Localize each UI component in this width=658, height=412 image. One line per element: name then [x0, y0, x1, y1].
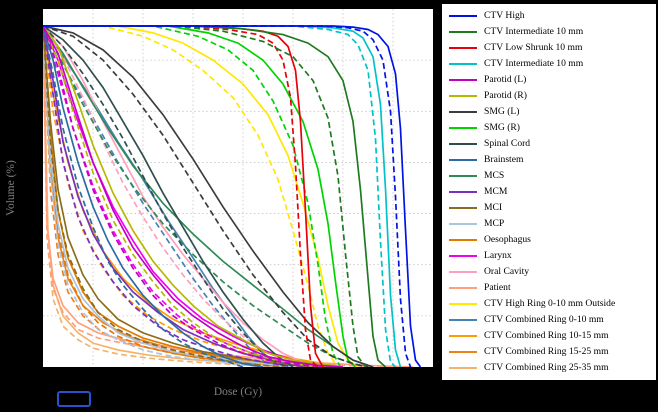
- legend-item: Oral Cavity: [447, 264, 651, 280]
- legend-label: MCI: [484, 202, 503, 214]
- legend-item: Patient: [447, 280, 651, 296]
- legend-item: CTV Low Shrunk 10 mm: [447, 40, 651, 56]
- legend-label: CTV Combined Ring 15-25 mm: [484, 346, 609, 358]
- legend-line-swatch: [449, 350, 477, 354]
- legend-item: SMG (R): [447, 120, 651, 136]
- legend-line-swatch: [449, 110, 477, 114]
- legend-label: Patient: [484, 282, 511, 294]
- legend-label: MCM: [484, 186, 508, 198]
- legend-item: CTV Combined Ring 15-25 mm: [447, 344, 651, 360]
- legend-line-swatch: [449, 94, 477, 98]
- legend-label: Brainstem: [484, 154, 524, 166]
- plot-area[interactable]: [42, 8, 434, 368]
- legend-label: CTV Low Shrunk 10 mm: [484, 42, 583, 54]
- legend-label: Parotid (L): [484, 74, 527, 86]
- legend-item: SMG (L): [447, 104, 651, 120]
- legend-item: CTV Intermediate 10 mm: [447, 56, 651, 72]
- legend-label: Oesophagus: [484, 234, 531, 246]
- legend-label: Spinal Cord: [484, 138, 531, 150]
- legend-label: MCP: [484, 218, 505, 230]
- legend-line-swatch: [449, 206, 477, 210]
- legend-item: CTV Combined Ring 10-15 mm: [447, 328, 651, 344]
- legend-line-swatch: [449, 46, 477, 50]
- legend-item: Oesophagus: [447, 232, 651, 248]
- legend-line-swatch: [449, 142, 477, 146]
- legend-line-swatch: [449, 190, 477, 194]
- legend-item: Larynx: [447, 248, 651, 264]
- legend-label: CTV Intermediate 10 mm: [484, 58, 584, 70]
- legend-line-swatch: [449, 158, 477, 162]
- legend-label: CTV Combined Ring 0-10 mm: [484, 314, 604, 326]
- y-axis-label: Volume (%): [5, 160, 17, 216]
- legend-item: Parotid (L): [447, 72, 651, 88]
- legend-line-swatch: [449, 334, 477, 338]
- legend-item: Brainstem: [447, 152, 651, 168]
- legend-label: CTV Combined Ring 10-15 mm: [484, 330, 609, 342]
- legend-label: Parotid (R): [484, 90, 527, 102]
- legend-line-swatch: [449, 14, 477, 18]
- legend-line-swatch: [449, 254, 477, 258]
- legend-item: CTV High: [447, 8, 651, 24]
- legend-item: MCI: [447, 200, 651, 216]
- legend-item: MCS: [447, 168, 651, 184]
- legend-line-swatch: [449, 30, 477, 34]
- legend-line-swatch: [449, 270, 477, 274]
- legend-label: Oral Cavity: [484, 266, 530, 278]
- legend-label: CTV High Ring 0-10 mm Outside: [484, 298, 616, 310]
- legend-line-swatch: [449, 62, 477, 66]
- legend: CTV High CTV Intermediate 10 mm CTV Low Sh…: [441, 3, 657, 381]
- legend-line-swatch: [449, 78, 477, 82]
- legend-label: Larynx: [484, 250, 512, 262]
- legend-item: CTV Combined Ring 0-10 mm: [447, 312, 651, 328]
- legend-label: CTV Combined Ring 25-35 mm: [484, 362, 609, 374]
- legend-line-swatch: [449, 174, 477, 178]
- legend-line-swatch: [449, 222, 477, 226]
- legend-line-swatch: [449, 318, 477, 322]
- legend-item: MCM: [447, 184, 651, 200]
- legend-item: Spinal Cord: [447, 136, 651, 152]
- legend-line-swatch: [449, 302, 477, 306]
- legend-item: CTV Intermediate 10 mm: [447, 24, 651, 40]
- legend-line-swatch: [449, 366, 477, 370]
- legend-label: MCS: [484, 170, 505, 182]
- legend-item: CTV High Ring 0-10 mm Outside: [447, 296, 651, 312]
- legend-label: CTV Intermediate 10 mm: [484, 26, 584, 38]
- legend-line-swatch: [449, 238, 477, 242]
- legend-item: CTV Combined Ring 25-35 mm: [447, 360, 651, 376]
- plot-svg: [43, 9, 433, 367]
- legend-label: CTV High: [484, 10, 525, 22]
- legend-label: SMG (R): [484, 122, 520, 134]
- legend-line-swatch: [449, 126, 477, 130]
- legend-item: MCP: [447, 216, 651, 232]
- legend-item: Parotid (R): [447, 88, 651, 104]
- x-axis-label: Dose (Gy): [213, 386, 263, 398]
- corner-badge[interactable]: [57, 391, 91, 407]
- legend-line-swatch: [449, 286, 477, 290]
- legend-label: SMG (L): [484, 106, 520, 118]
